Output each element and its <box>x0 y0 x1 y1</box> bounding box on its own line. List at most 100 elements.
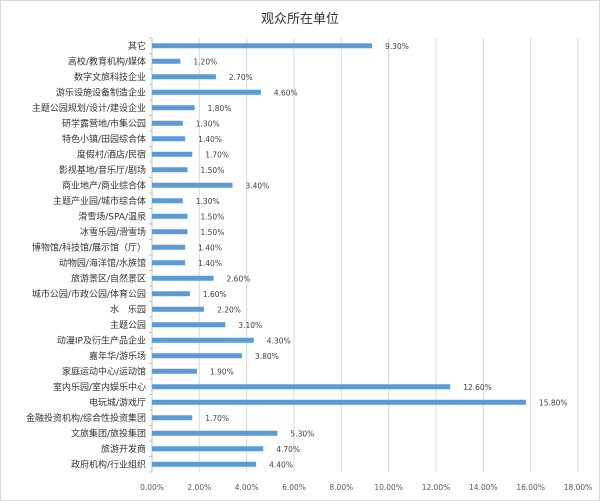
category-label: 其它 <box>128 40 146 52</box>
category-label: 主题公园规划/设计/建设企业 <box>32 102 146 114</box>
data-label: 1.50% <box>201 166 225 175</box>
bar <box>152 89 261 95</box>
data-label: 1.90% <box>210 367 234 376</box>
data-label: 1.80% <box>208 104 232 113</box>
category-label: 滑雪场/SPA/温泉 <box>78 210 146 222</box>
category-label: 主题产业园/城市综合体 <box>53 195 146 207</box>
category-label: 数字文旅科技企业 <box>74 71 146 83</box>
category-label: 家庭运动中心/运动馆 <box>62 365 146 377</box>
category-label: 游乐设施设备制造企业 <box>56 86 146 98</box>
data-label: 3.10% <box>238 321 262 330</box>
x-tick-label: 10.00% <box>374 483 403 492</box>
category-label: 室内乐园/室内娱乐中心 <box>53 381 146 393</box>
x-tick-label: 14.00% <box>469 483 498 492</box>
category-label: 金融投资机构/综合性投资集团 <box>26 412 146 424</box>
bar <box>152 213 188 219</box>
data-label: 1.50% <box>201 228 225 237</box>
category-label: 博物馆/科技馆/展示馆（厅） <box>32 241 146 253</box>
chart-title: 观众所在单位 <box>260 12 339 27</box>
labels: 0.00% 2.00% 4.00% 6.00% 8.00% 10.00% 12.00% 14.… <box>26 40 592 492</box>
bar <box>152 105 195 111</box>
category-label: 冰雪乐园/滑雪场 <box>80 226 146 238</box>
x-tick-label: 18.00% <box>564 483 593 492</box>
bar <box>152 275 214 281</box>
data-label: 2.20% <box>217 305 241 314</box>
category-label: 主题公园 <box>110 319 146 331</box>
data-label: 1.40% <box>198 243 222 252</box>
bar <box>152 260 186 266</box>
y-axis <box>149 37 153 473</box>
bar <box>152 198 183 204</box>
data-label: 4.60% <box>274 88 298 97</box>
bar <box>152 306 205 312</box>
category-label: 旅游景区/自然景区 <box>71 272 146 284</box>
bar <box>152 120 183 126</box>
data-label: 1.60% <box>203 290 227 299</box>
x-tick-label: 16.00% <box>516 483 545 492</box>
data-label: 1.30% <box>196 119 220 128</box>
category-label: 商业地产/商业综合体 <box>62 179 146 191</box>
gridlines <box>198 38 579 472</box>
data-label: 4.30% <box>267 336 291 345</box>
category-label: 电玩城/游戏厅 <box>89 396 146 408</box>
x-tick-label: 0.00% <box>140 483 164 492</box>
category-label: 旅游开发商 <box>101 443 146 455</box>
data-label: 12.60% <box>463 383 492 392</box>
bar <box>152 244 186 250</box>
bar <box>152 74 216 80</box>
category-label: 高校/教育机构/媒体 <box>68 55 146 67</box>
category-label: 动漫IP及衍生产品企业 <box>57 334 146 346</box>
bar <box>152 430 278 436</box>
category-label: 政府机构/行业组织 <box>71 458 146 470</box>
data-label: 3.40% <box>245 181 269 190</box>
category-label: 文旅集团/旅投集团 <box>71 427 146 439</box>
bar <box>152 337 254 343</box>
bar <box>152 399 526 405</box>
bar <box>152 368 197 374</box>
data-label: 2.60% <box>227 274 251 283</box>
bar <box>152 415 193 421</box>
data-label: 4.70% <box>276 445 300 454</box>
category-label: 城市公园/市政公园/体育公园 <box>32 288 146 300</box>
data-label: 3.80% <box>255 352 279 361</box>
data-label: 1.30% <box>196 197 220 206</box>
bar <box>152 461 257 467</box>
x-tick-label: 12.00% <box>422 483 451 492</box>
data-label: 1.20% <box>193 57 217 66</box>
data-label: 1.70% <box>205 150 229 159</box>
x-tick-label: 4.00% <box>235 483 259 492</box>
category-label: 研学露营地/市集公园 <box>62 117 146 129</box>
category-label: 水 乐园 <box>110 303 146 315</box>
category-label: 动物园/海洋馆/水族馆 <box>59 257 146 269</box>
data-label: 2.70% <box>229 73 253 82</box>
x-tick-label: 2.00% <box>187 483 211 492</box>
bar <box>152 136 186 142</box>
bar <box>152 446 264 452</box>
data-label: 1.40% <box>198 135 222 144</box>
category-label: 特色小镇/田园综合体 <box>62 133 146 145</box>
bar <box>152 384 451 390</box>
data-label: 15.80% <box>539 398 568 407</box>
bar <box>152 151 193 157</box>
bar <box>152 167 188 173</box>
data-label: 9.30% <box>385 42 409 51</box>
category-label: 度假村/酒店/民宿 <box>77 148 146 160</box>
data-label: 1.40% <box>198 259 222 268</box>
bar <box>152 182 233 188</box>
data-label: 4.40% <box>269 460 293 469</box>
bar <box>152 353 242 359</box>
bar <box>152 322 226 328</box>
bar <box>152 229 188 235</box>
data-label: 1.70% <box>205 414 229 423</box>
bar <box>152 58 181 64</box>
x-tick-label: 8.00% <box>329 483 353 492</box>
bars <box>152 43 526 467</box>
x-tick-label: 6.00% <box>282 483 306 492</box>
category-label: 嘉年华/游乐场 <box>89 350 146 362</box>
bar <box>152 43 373 49</box>
data-label: 5.30% <box>290 429 314 438</box>
bar <box>152 291 190 297</box>
category-label: 影视基地/音乐厅/剧场 <box>59 164 146 176</box>
